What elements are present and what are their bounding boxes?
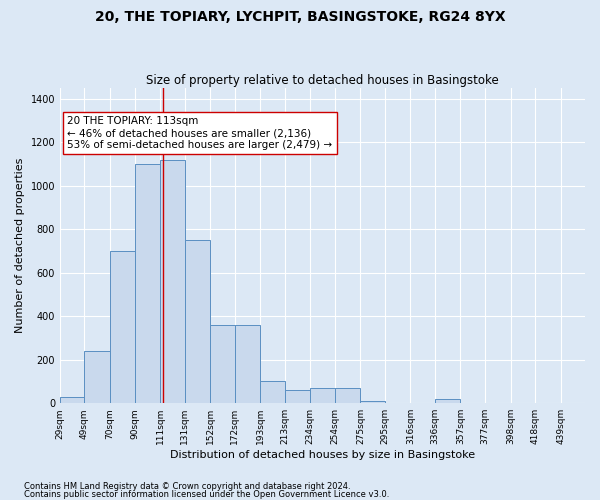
Bar — [60, 396, 85, 403]
Bar — [85, 351, 110, 403]
Bar — [335, 388, 361, 403]
Bar — [185, 240, 210, 403]
Bar — [210, 325, 235, 403]
Text: 20, THE TOPIARY, LYCHPIT, BASINGSTOKE, RG24 8YX: 20, THE TOPIARY, LYCHPIT, BASINGSTOKE, R… — [95, 10, 505, 24]
Bar — [284, 390, 310, 403]
Text: 20 THE TOPIARY: 113sqm
← 46% of detached houses are smaller (2,136)
53% of semi-: 20 THE TOPIARY: 113sqm ← 46% of detached… — [67, 116, 332, 150]
Bar — [435, 399, 460, 403]
Y-axis label: Number of detached properties: Number of detached properties — [15, 158, 25, 334]
Bar — [235, 325, 260, 403]
Bar — [160, 160, 185, 403]
Title: Size of property relative to detached houses in Basingstoke: Size of property relative to detached ho… — [146, 74, 499, 87]
X-axis label: Distribution of detached houses by size in Basingstoke: Distribution of detached houses by size … — [170, 450, 475, 460]
Bar — [310, 388, 335, 403]
Text: Contains public sector information licensed under the Open Government Licence v3: Contains public sector information licen… — [24, 490, 389, 499]
Bar — [260, 382, 284, 403]
Bar — [110, 251, 134, 403]
Bar — [361, 401, 385, 403]
Bar — [134, 164, 160, 403]
Text: Contains HM Land Registry data © Crown copyright and database right 2024.: Contains HM Land Registry data © Crown c… — [24, 482, 350, 491]
